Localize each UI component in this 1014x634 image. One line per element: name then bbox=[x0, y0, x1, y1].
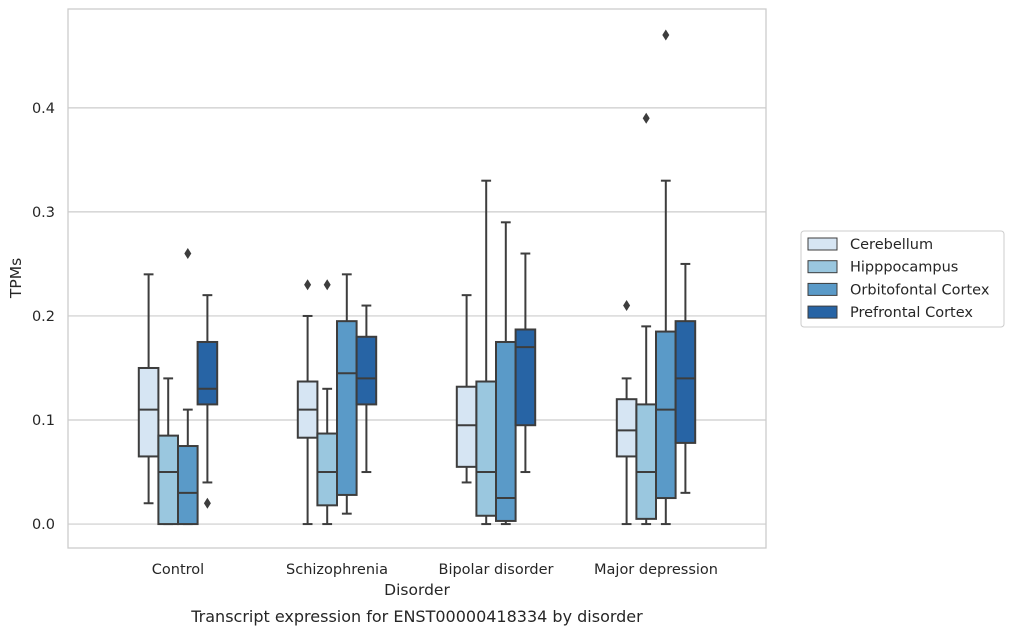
legend: Cerebellum Hipppocampus Orbitofontal Corte… bbox=[800, 230, 1005, 328]
y-tick-label: 0.2 bbox=[32, 309, 55, 325]
outlier-point bbox=[323, 279, 331, 291]
iqr-box bbox=[655, 330, 677, 500]
iqr-box bbox=[137, 366, 160, 458]
y-axis-title: TPMs bbox=[7, 258, 25, 299]
box-cerebellum-4 bbox=[615, 300, 638, 526]
box-cerebellum-1 bbox=[137, 273, 160, 505]
y-tick-labels: 0.0 0.1 0.2 0.3 0.4 bbox=[32, 101, 55, 533]
outlier-point bbox=[662, 29, 670, 41]
iqr-box bbox=[196, 340, 219, 406]
x-axis-title: Disorder bbox=[384, 581, 450, 599]
iqr-box bbox=[674, 320, 697, 444]
box-hipppocampus-1 bbox=[157, 377, 179, 526]
legend-swatch bbox=[807, 237, 838, 251]
outlier-point bbox=[642, 112, 650, 124]
box-prefrontal-cortex-4 bbox=[674, 262, 697, 494]
boxes bbox=[137, 29, 697, 526]
outlier-point bbox=[304, 279, 312, 291]
iqr-box bbox=[514, 328, 537, 427]
iqr-box bbox=[355, 335, 378, 406]
outlier-point bbox=[623, 300, 631, 312]
iqr-box bbox=[177, 445, 199, 526]
box-prefrontal-cortex-1 bbox=[196, 294, 219, 509]
plot-frame bbox=[67, 8, 767, 549]
iqr-box bbox=[475, 380, 497, 517]
legend-label: Prefrontal Cortex bbox=[850, 305, 973, 321]
legend-swatch bbox=[807, 260, 838, 274]
y-tick-label: 0.1 bbox=[32, 413, 55, 429]
box-orbitofontal-cortex-2 bbox=[336, 273, 358, 515]
outlier-point bbox=[203, 497, 211, 509]
x-tick-labels: Control Schizophrenia Bipolar disorder Majo… bbox=[152, 562, 718, 578]
y-tick-label: 0.3 bbox=[32, 205, 55, 221]
box-orbitofontal-cortex-3 bbox=[495, 221, 517, 526]
legend-label: Orbitofontal Cortex bbox=[850, 282, 990, 298]
box-hipppocampus-4 bbox=[635, 112, 658, 526]
box-cerebellum-3 bbox=[455, 294, 478, 484]
y-tick-label: 0.0 bbox=[32, 517, 55, 533]
x-tick-label: Major depression bbox=[594, 562, 718, 578]
box-orbitofontal-cortex-1 bbox=[177, 248, 199, 526]
iqr-box bbox=[336, 320, 358, 496]
legend-label: Cerebellum bbox=[850, 237, 933, 253]
box-cerebellum-2 bbox=[296, 279, 319, 526]
legend-swatch bbox=[807, 282, 838, 296]
x-tick-label: Control bbox=[152, 562, 204, 578]
legend-swatch bbox=[807, 305, 838, 319]
x-tick-label: Bipolar disorder bbox=[439, 562, 554, 578]
y-tick-label: 0.4 bbox=[32, 101, 55, 117]
iqr-box bbox=[615, 398, 638, 458]
iqr-box bbox=[635, 403, 658, 520]
iqr-box bbox=[157, 434, 179, 526]
outlier-point bbox=[184, 248, 192, 260]
iqr-box bbox=[495, 340, 517, 522]
box-prefrontal-cortex-2 bbox=[355, 304, 378, 474]
iqr-box bbox=[455, 385, 478, 468]
chart-caption: Transcript expression for ENST0000041833… bbox=[190, 607, 643, 626]
iqr-box bbox=[316, 432, 338, 507]
legend-frame bbox=[800, 230, 1005, 328]
legend-label: Hipppocampus bbox=[850, 260, 958, 276]
box-prefrontal-cortex-3 bbox=[514, 252, 537, 474]
x-tick-label: Schizophrenia bbox=[286, 562, 388, 578]
box-orbitofontal-cortex-4 bbox=[655, 29, 677, 526]
